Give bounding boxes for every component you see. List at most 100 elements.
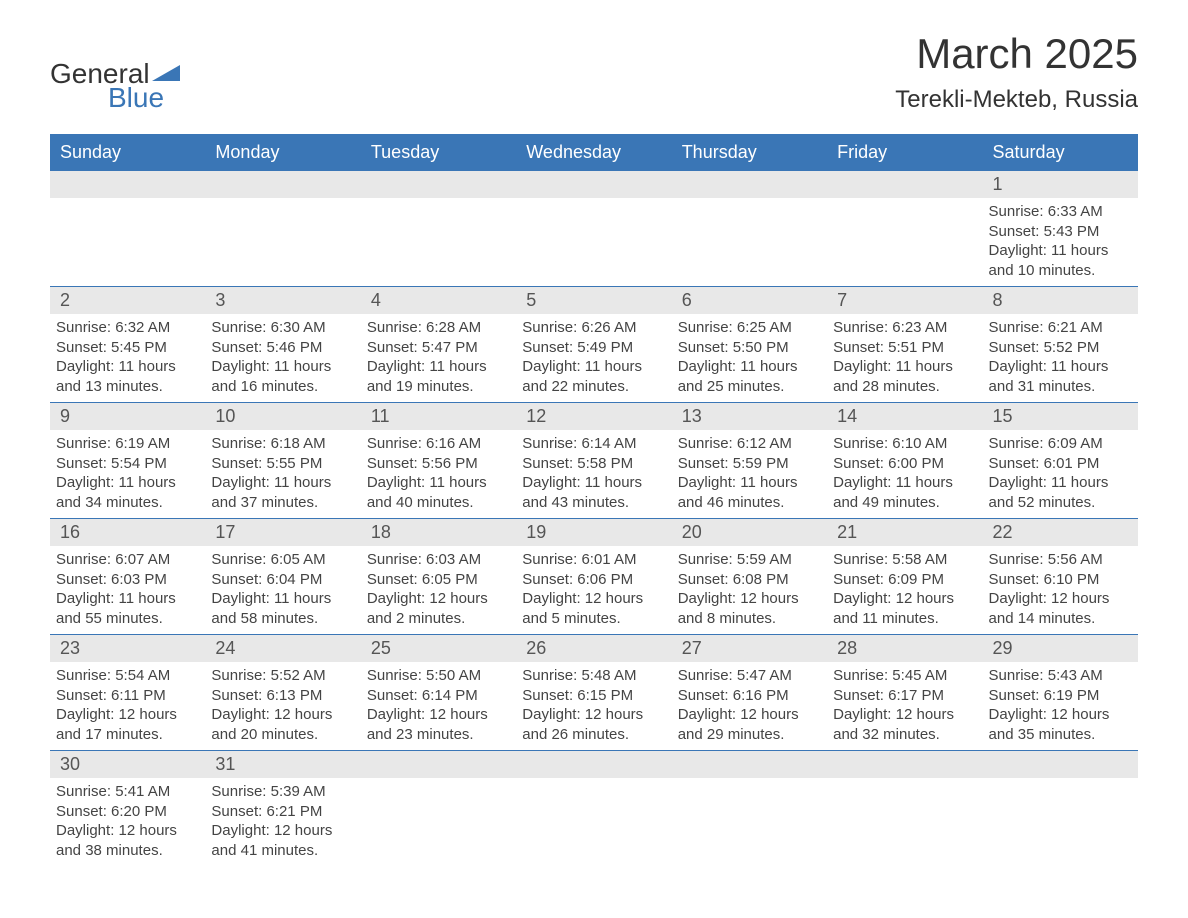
day-number: 12 [516, 403, 671, 430]
daylight-text-line1: Daylight: 11 hours [833, 357, 976, 377]
calendar-empty-cell [516, 171, 671, 286]
daylight-text-line1: Daylight: 11 hours [56, 589, 199, 609]
day-number: 5 [516, 287, 671, 314]
day-content: Sunrise: 6:23 AMSunset: 5:51 PMDaylight:… [827, 314, 982, 402]
sunrise-text: Sunrise: 5:56 AM [989, 550, 1132, 570]
daylight-text-line2: and 55 minutes. [56, 609, 199, 629]
day-content: Sunrise: 5:41 AMSunset: 6:20 PMDaylight:… [50, 778, 205, 866]
day-number: 16 [50, 519, 205, 546]
daylight-text-line1: Daylight: 12 hours [211, 821, 354, 841]
day-number: 20 [672, 519, 827, 546]
day-number [827, 751, 982, 778]
calendar-day-cell: 25Sunrise: 5:50 AMSunset: 6:14 PMDayligh… [361, 635, 516, 750]
daylight-text-line2: and 31 minutes. [989, 377, 1132, 397]
sunrise-text: Sunrise: 5:59 AM [678, 550, 821, 570]
sunrise-text: Sunrise: 5:47 AM [678, 666, 821, 686]
sunrise-text: Sunrise: 6:01 AM [522, 550, 665, 570]
day-number: 30 [50, 751, 205, 778]
calendar-day-cell: 9Sunrise: 6:19 AMSunset: 5:54 PMDaylight… [50, 403, 205, 518]
sunrise-text: Sunrise: 6:03 AM [367, 550, 510, 570]
daylight-text-line1: Daylight: 12 hours [989, 589, 1132, 609]
daylight-text-line1: Daylight: 11 hours [367, 473, 510, 493]
daylight-text-line2: and 10 minutes. [989, 261, 1132, 281]
sunset-text: Sunset: 5:47 PM [367, 338, 510, 358]
daylight-text-line1: Daylight: 11 hours [211, 357, 354, 377]
daylight-text-line2: and 40 minutes. [367, 493, 510, 513]
sunrise-text: Sunrise: 6:18 AM [211, 434, 354, 454]
sunset-text: Sunset: 5:54 PM [56, 454, 199, 474]
sunset-text: Sunset: 6:06 PM [522, 570, 665, 590]
day-number [361, 171, 516, 198]
day-content: Sunrise: 6:09 AMSunset: 6:01 PMDaylight:… [983, 430, 1138, 518]
day-number [672, 171, 827, 198]
day-number: 22 [983, 519, 1138, 546]
daylight-text-line1: Daylight: 11 hours [989, 357, 1132, 377]
weekday-header-cell: Saturday [983, 134, 1138, 171]
month-title: March 2025 [895, 30, 1138, 78]
sunset-text: Sunset: 6:05 PM [367, 570, 510, 590]
sunrise-text: Sunrise: 6:12 AM [678, 434, 821, 454]
day-content: Sunrise: 5:47 AMSunset: 6:16 PMDaylight:… [672, 662, 827, 750]
calendar-row: 30Sunrise: 5:41 AMSunset: 6:20 PMDayligh… [50, 751, 1138, 866]
daylight-text-line2: and 26 minutes. [522, 725, 665, 745]
calendar-day-cell: 26Sunrise: 5:48 AMSunset: 6:15 PMDayligh… [516, 635, 671, 750]
day-number: 14 [827, 403, 982, 430]
daylight-text-line2: and 35 minutes. [989, 725, 1132, 745]
daylight-text-line2: and 16 minutes. [211, 377, 354, 397]
day-number: 31 [205, 751, 360, 778]
daylight-text-line2: and 2 minutes. [367, 609, 510, 629]
day-number [50, 171, 205, 198]
sunrise-text: Sunrise: 6:10 AM [833, 434, 976, 454]
day-number: 27 [672, 635, 827, 662]
sunset-text: Sunset: 6:17 PM [833, 686, 976, 706]
daylight-text-line1: Daylight: 11 hours [56, 473, 199, 493]
day-number: 25 [361, 635, 516, 662]
daylight-text-line2: and 46 minutes. [678, 493, 821, 513]
calendar-empty-cell [672, 751, 827, 866]
sunrise-text: Sunrise: 6:16 AM [367, 434, 510, 454]
sunrise-text: Sunrise: 6:32 AM [56, 318, 199, 338]
day-content: Sunrise: 6:14 AMSunset: 5:58 PMDaylight:… [516, 430, 671, 518]
daylight-text-line2: and 13 minutes. [56, 377, 199, 397]
calendar-day-cell: 12Sunrise: 6:14 AMSunset: 5:58 PMDayligh… [516, 403, 671, 518]
daylight-text-line2: and 5 minutes. [522, 609, 665, 629]
weekday-header-cell: Thursday [672, 134, 827, 171]
daylight-text-line2: and 58 minutes. [211, 609, 354, 629]
day-content: Sunrise: 5:58 AMSunset: 6:09 PMDaylight:… [827, 546, 982, 634]
daylight-text-line1: Daylight: 11 hours [367, 357, 510, 377]
calendar-empty-cell [361, 171, 516, 286]
daylight-text-line1: Daylight: 12 hours [211, 705, 354, 725]
sunrise-text: Sunrise: 6:30 AM [211, 318, 354, 338]
calendar-day-cell: 28Sunrise: 5:45 AMSunset: 6:17 PMDayligh… [827, 635, 982, 750]
daylight-text-line2: and 20 minutes. [211, 725, 354, 745]
day-content: Sunrise: 6:33 AMSunset: 5:43 PMDaylight:… [983, 198, 1138, 286]
day-content: Sunrise: 6:16 AMSunset: 5:56 PMDaylight:… [361, 430, 516, 518]
sunrise-text: Sunrise: 6:05 AM [211, 550, 354, 570]
daylight-text-line2: and 41 minutes. [211, 841, 354, 861]
calendar-row: 1Sunrise: 6:33 AMSunset: 5:43 PMDaylight… [50, 171, 1138, 287]
sunset-text: Sunset: 6:11 PM [56, 686, 199, 706]
day-content: Sunrise: 5:45 AMSunset: 6:17 PMDaylight:… [827, 662, 982, 750]
daylight-text-line2: and 17 minutes. [56, 725, 199, 745]
day-number: 21 [827, 519, 982, 546]
day-content: Sunrise: 6:10 AMSunset: 6:00 PMDaylight:… [827, 430, 982, 518]
calendar-empty-cell [827, 171, 982, 286]
daylight-text-line1: Daylight: 11 hours [522, 473, 665, 493]
header: General Blue March 2025 Terekli-Mekteb, … [50, 30, 1138, 114]
calendar-day-cell: 10Sunrise: 6:18 AMSunset: 5:55 PMDayligh… [205, 403, 360, 518]
day-number: 3 [205, 287, 360, 314]
weekday-header-cell: Sunday [50, 134, 205, 171]
sunset-text: Sunset: 6:10 PM [989, 570, 1132, 590]
day-content: Sunrise: 5:39 AMSunset: 6:21 PMDaylight:… [205, 778, 360, 866]
daylight-text-line1: Daylight: 12 hours [833, 589, 976, 609]
day-number: 24 [205, 635, 360, 662]
daylight-text-line1: Daylight: 11 hours [522, 357, 665, 377]
calendar-day-cell: 16Sunrise: 6:07 AMSunset: 6:03 PMDayligh… [50, 519, 205, 634]
calendar-row: 23Sunrise: 5:54 AMSunset: 6:11 PMDayligh… [50, 635, 1138, 751]
day-number: 9 [50, 403, 205, 430]
day-content: Sunrise: 6:03 AMSunset: 6:05 PMDaylight:… [361, 546, 516, 634]
day-content: Sunrise: 6:28 AMSunset: 5:47 PMDaylight:… [361, 314, 516, 402]
day-number: 15 [983, 403, 1138, 430]
sunset-text: Sunset: 5:46 PM [211, 338, 354, 358]
sunset-text: Sunset: 5:45 PM [56, 338, 199, 358]
